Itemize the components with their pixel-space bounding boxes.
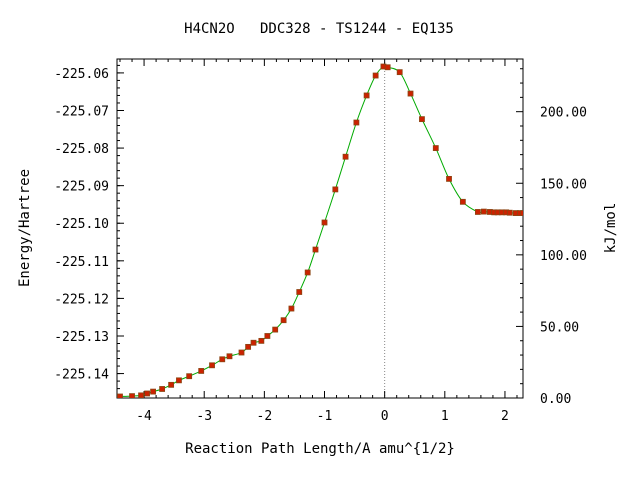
data-point-marker <box>407 90 414 97</box>
data-point-marker <box>168 381 175 388</box>
y2-tick-label: 50.00 <box>540 320 579 335</box>
data-point-marker <box>520 210 523 216</box>
data-point-marker <box>446 175 452 182</box>
y-tick-label: -225.11 <box>54 255 109 270</box>
y-tick-label: -225.08 <box>54 142 109 157</box>
x-tick-label: -4 <box>136 409 152 424</box>
y-tick-label: -225.10 <box>54 217 109 232</box>
y-axis-label: Energy/Hartree <box>17 169 33 287</box>
data-point-marker <box>312 246 319 253</box>
data-point-marker <box>250 339 257 346</box>
y2-axis-label: kJ/mol <box>603 203 619 254</box>
y-tick-label: -225.14 <box>54 368 109 383</box>
data-point-marker <box>372 72 379 79</box>
y2-tick-label: 100.00 <box>540 249 587 264</box>
x-tick-label: 0 <box>381 409 389 424</box>
data-point-marker <box>258 337 265 344</box>
data-point-marker <box>272 326 279 333</box>
ticks-layer: -4 -3 -2 -1 0 1 2 -225.06 -225.07 -225.08 -225.09 -… <box>54 59 587 424</box>
y-tick-label: -225.13 <box>54 330 109 345</box>
data-point-marker <box>342 153 349 160</box>
data-point-marker <box>288 305 295 312</box>
data-point-marker <box>384 64 391 71</box>
data-point-marker <box>159 386 166 392</box>
y2-tick-label: 200.00 <box>540 106 587 121</box>
plot-frame <box>116 58 524 399</box>
y2-tick-label: 0.00 <box>540 392 571 407</box>
y-tick-label: -225.12 <box>54 292 109 307</box>
data-point-marker <box>280 317 287 324</box>
x-tick-label: -2 <box>257 409 273 424</box>
data-point-marker <box>332 186 339 193</box>
data-point-marker <box>304 269 311 276</box>
data-point-marker <box>138 392 144 398</box>
data-point-marker <box>353 119 360 126</box>
x-tick-label: 1 <box>441 409 449 424</box>
data-point-marker <box>432 145 439 151</box>
series-layer <box>119 65 523 397</box>
x-axis-label: Reaction Path Length/A amu^{1/2} <box>185 441 455 457</box>
data-point-marker <box>419 116 425 123</box>
data-point-marker <box>176 377 182 384</box>
data-point-marker <box>209 362 215 369</box>
data-point-marker <box>144 390 150 397</box>
data-point-marker <box>238 349 245 356</box>
x-tick-label: -3 <box>196 409 212 424</box>
y-tick-label: -225.07 <box>54 104 109 119</box>
y2-tick-label: 150.00 <box>540 177 587 192</box>
y-tick-label: -225.09 <box>54 180 109 195</box>
data-point-marker <box>117 393 123 398</box>
x-tick-label: -1 <box>317 409 333 424</box>
data-point-marker <box>506 209 513 216</box>
data-point-marker <box>296 289 303 295</box>
data-point-marker <box>363 92 370 99</box>
data-point-marker <box>264 333 271 339</box>
markers-layer <box>117 63 523 398</box>
data-point-marker <box>474 209 481 215</box>
energy-profile-line <box>119 65 523 397</box>
data-point-marker <box>396 69 403 76</box>
data-point-marker <box>150 388 156 395</box>
y-tick-label: -225.06 <box>54 67 109 82</box>
chart-title: H4CN2O DDC328 - TS1244 - EQ135 <box>184 21 454 37</box>
data-point-marker <box>321 219 328 226</box>
data-point-marker <box>459 198 466 205</box>
data-point-marker <box>129 393 135 398</box>
data-point-marker <box>219 356 226 363</box>
data-point-marker <box>186 373 193 380</box>
data-point-marker <box>481 208 487 215</box>
data-point-marker <box>198 368 205 374</box>
data-point-marker <box>245 343 252 350</box>
x-tick-label: 2 <box>501 409 509 424</box>
data-point-marker <box>226 353 233 360</box>
